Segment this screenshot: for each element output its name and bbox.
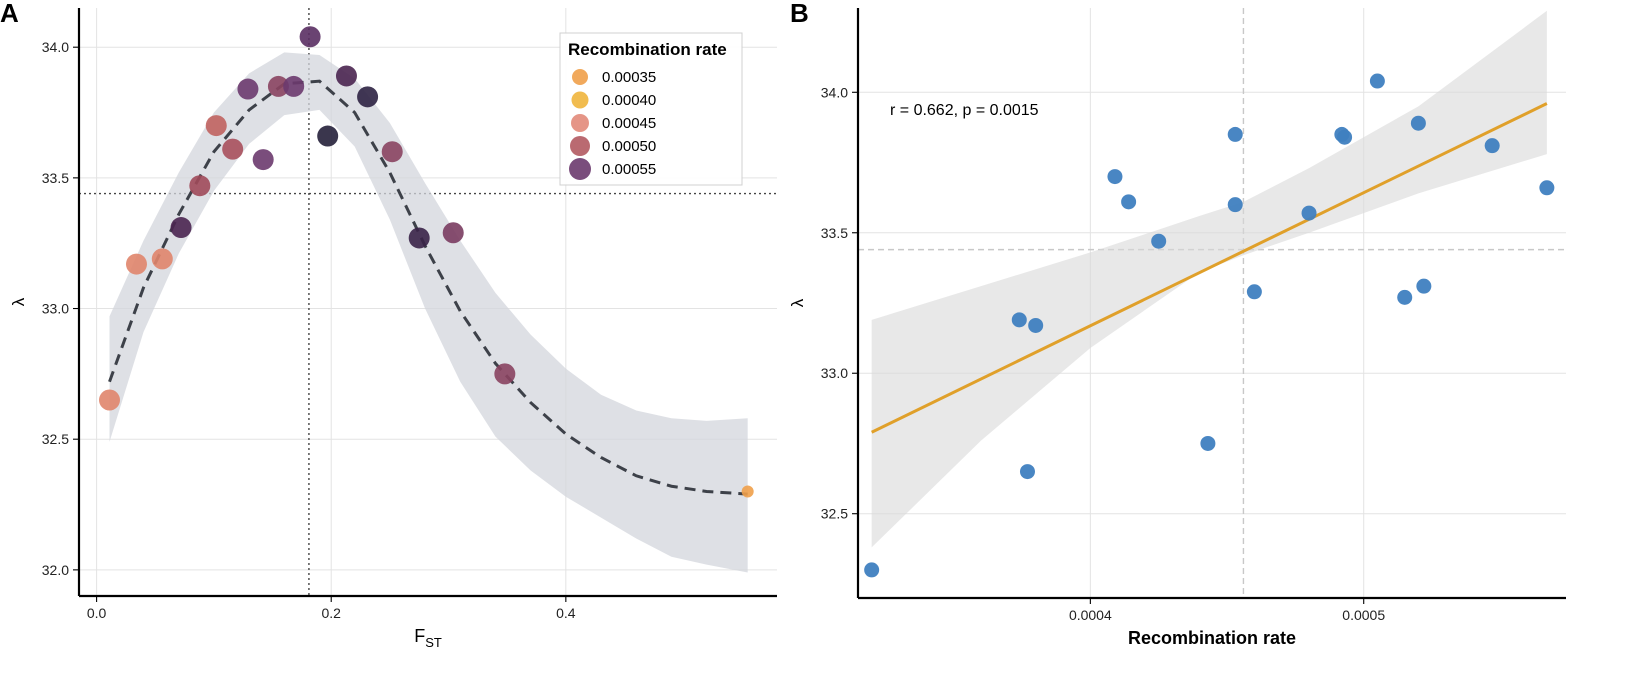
legend: Recombination rate 0.00035 0.00040 0.00045…	[559, 32, 743, 186]
data-point	[1107, 169, 1123, 185]
panel-a-points	[99, 26, 754, 498]
x-tick-label: 0.2	[321, 605, 341, 621]
data-point	[357, 86, 379, 108]
legend-swatch	[572, 69, 588, 85]
data-point	[267, 75, 289, 97]
panel-a-ylabel: λ	[9, 297, 28, 306]
legend-label: 0.00045	[602, 115, 656, 132]
panel-b-points	[864, 73, 1555, 578]
x-tick-label: 0.0005	[1342, 607, 1385, 623]
legend-label: 0.00035	[602, 69, 656, 86]
panel-b-correlation-annotation: r = 0.662, p = 0.0015	[890, 102, 1039, 119]
data-point	[170, 217, 192, 239]
data-point	[335, 65, 357, 87]
legend-swatch	[571, 114, 589, 132]
data-point	[1484, 138, 1500, 154]
data-point	[1301, 205, 1317, 221]
y-tick-label: 33.0	[821, 365, 848, 381]
data-point	[283, 75, 305, 97]
panel-a: A 0.0 0.2 0.4 32.0 32.5 33.0 33.5 34.0 λ FST Re…	[0, 0, 777, 650]
legend-swatch	[570, 136, 590, 156]
y-tick-label: 34.0	[42, 39, 69, 55]
y-tick-label: 33.5	[821, 225, 848, 241]
panel-b-confidence-band	[871, 10, 1547, 548]
panel-a-letter: A	[0, 0, 19, 28]
panel-b-xlabel: Recombination rate	[1128, 628, 1296, 648]
data-point	[205, 115, 227, 137]
panel-a-xlabel-sub: ST	[425, 635, 442, 650]
data-point	[1028, 317, 1044, 333]
data-point	[1397, 289, 1413, 305]
data-point	[299, 26, 321, 48]
data-point	[1227, 126, 1243, 142]
x-tick-label: 0.4	[556, 605, 576, 621]
legend-swatch	[571, 91, 589, 109]
data-point	[252, 149, 274, 171]
x-tick-label: 0.0	[87, 605, 107, 621]
data-point	[1019, 464, 1035, 480]
data-point	[741, 485, 754, 498]
data-point	[1369, 73, 1385, 89]
legend-entries: 0.00035 0.00040 0.00045 0.00050 0.00055	[569, 69, 656, 180]
data-point	[99, 389, 121, 411]
data-point	[1416, 278, 1432, 294]
panel-a-xlabel: FST	[414, 626, 442, 650]
legend-label: 0.00050	[602, 138, 656, 155]
panel-b-letter: B	[790, 0, 809, 28]
panel-b-fit-line	[871, 102, 1548, 434]
data-point	[408, 227, 430, 249]
data-point	[1227, 197, 1243, 213]
legend-title: Recombination rate	[568, 40, 727, 59]
data-point	[1151, 233, 1167, 249]
data-point	[1539, 180, 1555, 196]
data-point	[189, 175, 211, 197]
panel-a-confidence-band	[109, 52, 748, 573]
data-point	[125, 253, 147, 275]
data-point	[864, 562, 880, 578]
data-point	[494, 363, 516, 385]
data-point	[222, 138, 244, 160]
x-tick-label: 0.0004	[1069, 607, 1112, 623]
data-point	[237, 78, 259, 100]
data-point	[1246, 284, 1262, 300]
panel-b: B 0.0004 0.0005 32.5 33.0 33.5 34.0 r = 0.662…	[788, 0, 1566, 648]
data-point	[317, 125, 339, 147]
data-point	[1410, 115, 1426, 131]
legend-swatch	[569, 158, 591, 180]
y-tick-label: 32.0	[42, 562, 69, 578]
panel-b-ylabel: λ	[788, 298, 807, 307]
data-point	[151, 248, 173, 270]
legend-box	[559, 32, 743, 186]
y-tick-label: 33.5	[42, 170, 69, 186]
panel-a-xlabel-main: F	[414, 626, 425, 646]
y-tick-label: 32.5	[42, 431, 69, 447]
data-point	[1121, 194, 1137, 210]
y-tick-label: 34.0	[821, 84, 848, 100]
legend-label: 0.00040	[602, 92, 656, 109]
data-point	[442, 222, 464, 244]
data-point	[381, 141, 403, 163]
data-point	[1011, 312, 1027, 328]
legend-label: 0.00055	[602, 161, 656, 178]
y-tick-label: 32.5	[821, 506, 848, 522]
data-point	[1200, 435, 1216, 451]
panel-b-axes: 0.0004 0.0005 32.5 33.0 33.5 34.0	[821, 8, 1566, 623]
y-tick-label: 33.0	[42, 301, 69, 317]
data-point	[1337, 129, 1353, 145]
panel-a-axes: 0.0 0.2 0.4 32.0 32.5 33.0 33.5 34.0	[42, 8, 777, 621]
